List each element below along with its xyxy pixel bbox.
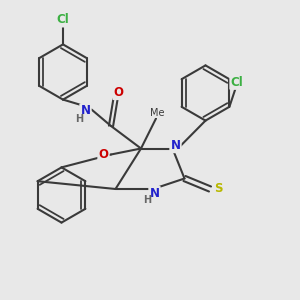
Text: N: N — [170, 139, 181, 152]
Text: O: O — [98, 148, 109, 161]
Text: S: S — [214, 182, 223, 196]
Text: Cl: Cl — [230, 76, 243, 89]
Text: H: H — [143, 195, 152, 206]
Text: H: H — [75, 114, 83, 124]
Text: Me: Me — [150, 107, 165, 118]
Text: N: N — [149, 187, 160, 200]
Text: N: N — [80, 104, 91, 118]
Text: O: O — [113, 86, 124, 99]
Text: Cl: Cl — [57, 13, 69, 26]
